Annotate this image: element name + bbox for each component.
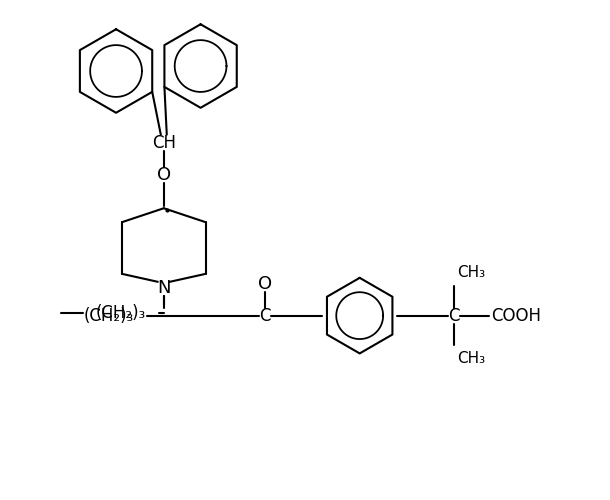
Text: CH₃: CH₃ bbox=[457, 351, 486, 366]
Text: O: O bbox=[157, 166, 171, 184]
Text: N: N bbox=[157, 279, 171, 297]
Text: CH: CH bbox=[152, 134, 176, 152]
Text: C: C bbox=[448, 306, 460, 324]
Text: C: C bbox=[259, 306, 271, 324]
Text: (CH₂)₃: (CH₂)₃ bbox=[96, 304, 146, 322]
Text: COOH: COOH bbox=[491, 306, 541, 324]
Text: CH₃: CH₃ bbox=[457, 266, 486, 280]
Text: O: O bbox=[258, 275, 272, 293]
Text: (CH₂)₃: (CH₂)₃ bbox=[84, 306, 134, 324]
